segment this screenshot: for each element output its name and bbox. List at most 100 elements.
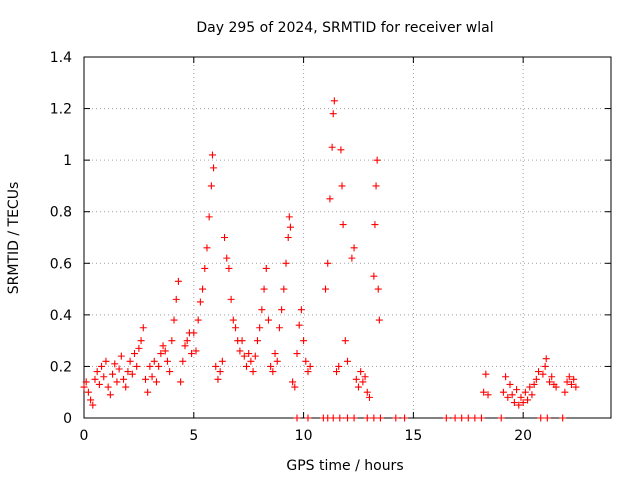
data-point-marker xyxy=(278,306,286,314)
data-point-marker xyxy=(370,414,378,422)
data-point-marker xyxy=(109,370,117,378)
y-tick-label: 1.2 xyxy=(50,102,72,118)
data-point-marker xyxy=(329,414,337,422)
data-point-marker xyxy=(260,285,268,293)
data-point-marker xyxy=(179,357,187,365)
data-point-marker xyxy=(256,324,264,332)
data-point-marker xyxy=(267,362,275,370)
data-point-marker xyxy=(363,388,371,396)
data-point-marker xyxy=(155,362,163,370)
data-point-marker xyxy=(504,393,512,401)
data-point-marker xyxy=(352,375,360,383)
data-point-marker xyxy=(324,259,332,267)
data-point-marker xyxy=(306,362,314,370)
data-point-marker xyxy=(508,391,516,399)
data-point-marker xyxy=(401,414,409,422)
data-point-marker xyxy=(521,388,529,396)
data-point-marker xyxy=(181,342,189,350)
data-point-marker xyxy=(93,368,101,376)
data-point-marker xyxy=(122,383,130,391)
data-point-marker xyxy=(335,362,343,370)
data-point-marker xyxy=(100,373,108,381)
data-point-marker xyxy=(126,357,134,365)
data-point-marker xyxy=(451,414,459,422)
x-tick-label: 10 xyxy=(295,428,313,444)
data-point-marker xyxy=(251,352,259,360)
data-point-marker xyxy=(161,347,169,355)
data-point-marker xyxy=(328,143,336,151)
y-tick-label: 0.4 xyxy=(50,308,72,324)
data-point-marker xyxy=(269,368,277,376)
data-point-marker xyxy=(526,383,534,391)
data-point-marker xyxy=(177,378,185,386)
data-point-marker xyxy=(137,337,145,345)
data-point-marker xyxy=(128,370,136,378)
data-point-marker xyxy=(350,244,358,252)
data-point-marker xyxy=(570,375,578,383)
x-axis-label: GPS time / hours xyxy=(286,458,403,474)
data-point-marker xyxy=(232,324,240,332)
data-point-marker xyxy=(188,350,196,358)
data-point-marker xyxy=(229,316,237,324)
x-tick-label: 0 xyxy=(80,428,89,444)
data-point-marker xyxy=(302,357,310,365)
data-point-marker xyxy=(535,368,543,376)
data-point-marker xyxy=(280,285,288,293)
data-point-marker xyxy=(363,414,371,422)
data-point-marker xyxy=(196,298,204,306)
data-point-marker xyxy=(376,414,384,422)
data-point-marker xyxy=(91,375,99,383)
data-point-marker xyxy=(295,321,303,329)
data-point-marker xyxy=(199,285,207,293)
data-point-marker xyxy=(111,360,119,368)
data-point-marker xyxy=(264,316,272,324)
data-point-marker xyxy=(542,355,550,363)
data-point-marker xyxy=(348,254,356,262)
data-point-marker xyxy=(146,362,154,370)
data-point-marker xyxy=(326,195,334,203)
data-point-marker xyxy=(117,352,125,360)
data-point-marker xyxy=(152,378,160,386)
data-point-marker xyxy=(203,244,211,252)
data-point-marker xyxy=(247,357,255,365)
data-point-marker xyxy=(159,342,167,350)
data-point-marker xyxy=(350,414,358,422)
data-point-marker xyxy=(329,110,337,118)
data-point-marker xyxy=(148,373,156,381)
data-point-marker xyxy=(285,213,293,221)
data-point-marker xyxy=(337,146,345,154)
data-point-marker xyxy=(135,344,143,352)
data-point-marker xyxy=(84,388,92,396)
data-point-marker xyxy=(510,399,518,407)
data-point-marker xyxy=(371,221,379,229)
data-point-marker xyxy=(344,414,351,422)
data-point-marker xyxy=(168,337,176,345)
data-point-marker xyxy=(216,368,224,376)
data-point-marker xyxy=(273,357,281,365)
data-point-marker xyxy=(106,391,114,399)
data-point-marker xyxy=(338,182,346,190)
data-point-marker xyxy=(141,375,149,383)
data-point-marker xyxy=(482,370,490,378)
data-point-marker xyxy=(253,337,261,345)
data-point-marker xyxy=(537,414,545,422)
data-point-marker xyxy=(207,182,215,190)
data-point-marker xyxy=(87,396,95,404)
y-axis-label: SRMTID / TECUs xyxy=(6,182,22,295)
data-point-marker xyxy=(524,396,532,404)
data-point-marker xyxy=(208,151,216,159)
data-point-marker xyxy=(210,164,218,172)
y-tick-label: 0.8 xyxy=(50,205,72,221)
data-point-marker xyxy=(502,373,510,381)
data-point-marker xyxy=(304,414,312,422)
data-point-marker xyxy=(82,378,90,386)
x-tick-label: 5 xyxy=(189,428,198,444)
data-point-marker xyxy=(170,316,178,324)
data-point-marker xyxy=(262,264,270,272)
grid-lines xyxy=(84,57,611,418)
data-point-marker xyxy=(513,386,521,394)
data-point-marker xyxy=(293,350,301,358)
data-point-marker xyxy=(80,383,88,391)
data-point-marker xyxy=(218,357,226,365)
y-tick-label: 1.4 xyxy=(50,50,72,66)
